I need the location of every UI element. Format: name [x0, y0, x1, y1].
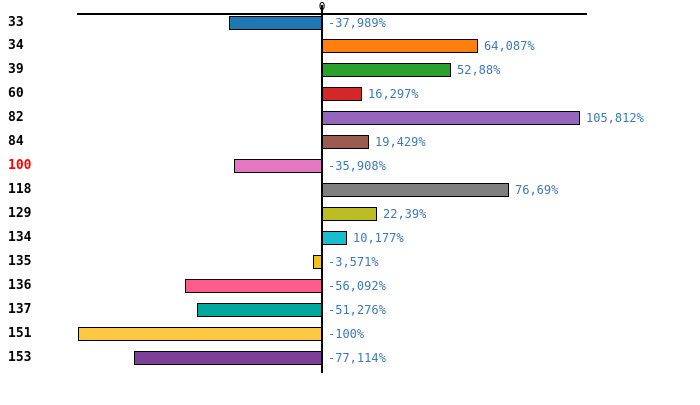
category-label: 135 — [8, 254, 32, 269]
bar — [197, 303, 322, 317]
value-label: 16,297% — [368, 87, 419, 101]
x-axis-line — [77, 13, 587, 15]
category-label: 82 — [8, 110, 24, 125]
category-label: 136 — [8, 278, 32, 293]
category-label: 34 — [8, 38, 24, 53]
value-label: -51,276% — [328, 303, 386, 317]
bar — [322, 231, 347, 245]
category-label: 137 — [8, 302, 32, 317]
bar — [322, 135, 369, 149]
category-label: 129 — [8, 206, 32, 221]
value-label: -56,092% — [328, 279, 386, 293]
bar — [78, 327, 322, 341]
value-label: 52,88% — [457, 63, 501, 77]
bar — [322, 207, 377, 221]
category-label: 33 — [8, 15, 24, 30]
bar — [322, 111, 580, 125]
bar — [313, 255, 322, 269]
value-label: 64,087% — [484, 39, 535, 53]
value-label: 105,812% — [586, 111, 644, 125]
category-label: 118 — [8, 182, 32, 197]
value-label: -77,114% — [328, 351, 386, 365]
value-label: -100% — [328, 327, 365, 341]
category-label: 39 — [8, 62, 24, 77]
category-label: 153 — [8, 350, 32, 365]
category-label: 84 — [8, 134, 24, 149]
value-label: -37,989% — [328, 16, 386, 30]
value-label: 19,429% — [375, 135, 426, 149]
bar — [234, 159, 322, 173]
category-label: 100 — [8, 158, 32, 173]
bar — [229, 16, 322, 30]
value-label: -35,908% — [328, 159, 386, 173]
value-label: -3,571% — [328, 255, 379, 269]
value-label: 22,39% — [383, 207, 427, 221]
bar — [322, 39, 478, 53]
bar — [185, 279, 322, 293]
bar — [134, 351, 322, 365]
category-label: 151 — [8, 326, 32, 341]
value-label: 10,177% — [353, 231, 404, 245]
bar — [322, 87, 362, 101]
category-label: 134 — [8, 230, 32, 245]
bar — [322, 183, 509, 197]
value-label: 76,69% — [515, 183, 559, 197]
bar — [322, 63, 451, 77]
category-label: 60 — [8, 86, 24, 101]
